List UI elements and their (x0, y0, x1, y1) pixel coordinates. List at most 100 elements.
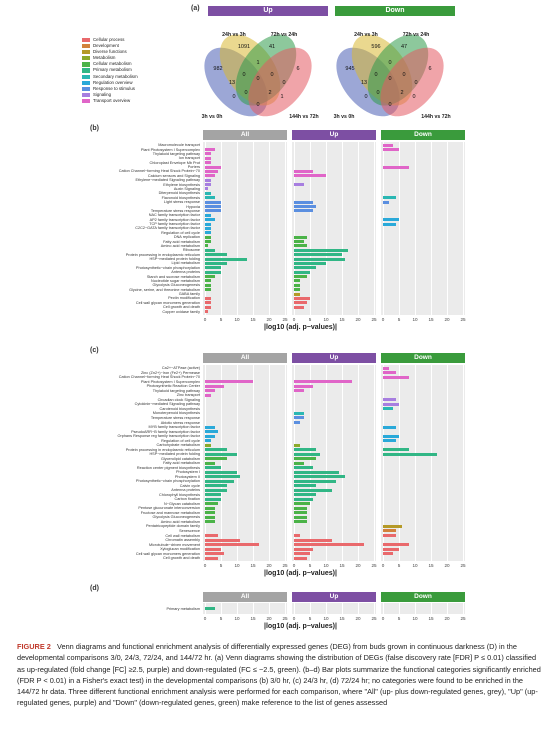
grid-line (399, 603, 400, 614)
category-label: Zinc (Zn2+)−Iron (Fe2+) Permease (141, 370, 200, 375)
bar (205, 479, 234, 483)
grid-line (285, 365, 286, 562)
legend-item: Transport overview (82, 98, 138, 104)
legend-swatch (82, 80, 90, 85)
bar (205, 506, 215, 510)
bar (294, 183, 304, 187)
venn-count: 0 (414, 80, 417, 86)
bar (383, 407, 393, 411)
legend-label: Development (93, 43, 119, 49)
bar (383, 398, 396, 402)
category-label: Regulation of cell cycle (161, 230, 200, 235)
bar (205, 266, 221, 270)
facet-strip-all: All (203, 353, 287, 363)
x-tick-label: 0 (292, 563, 296, 569)
bar (294, 389, 304, 393)
bar (294, 296, 310, 300)
venn-count: 0 (412, 94, 415, 100)
bar (205, 547, 221, 551)
category-label: Carbon fixation (174, 497, 200, 502)
bar (205, 452, 237, 456)
bar (205, 393, 212, 397)
legend-item: Cellular process (82, 37, 138, 43)
bar (294, 538, 333, 542)
bar (205, 552, 225, 556)
bar (205, 538, 241, 542)
bar (294, 411, 304, 415)
bar (294, 466, 314, 470)
bar (383, 196, 396, 200)
x-tick-label: 5 (219, 316, 223, 322)
grid-line (221, 142, 222, 315)
bar (205, 384, 225, 388)
grid-line (374, 365, 375, 562)
bar (294, 257, 346, 261)
x-tick-label: 15 (428, 563, 434, 569)
venn-count: 0 (242, 72, 245, 78)
bar (294, 534, 301, 537)
grid-line (463, 603, 464, 614)
category-label: Photosystem I (175, 470, 200, 475)
bar (294, 384, 314, 388)
bar (205, 380, 253, 384)
grid-line (253, 142, 254, 315)
bar (383, 165, 409, 169)
x-tick-label: 10 (234, 563, 240, 569)
bar (205, 156, 212, 160)
bar (205, 434, 215, 438)
bar (205, 205, 221, 208)
bar (294, 488, 333, 492)
category-legend: Cellular process Development Diverse funct… (82, 37, 138, 104)
category-label: Cation Channel−forming Heat Shock Protei… (118, 169, 200, 174)
grid-line (463, 365, 464, 562)
venn-set-3 (380, 47, 444, 117)
legend-item: Diverse functions (82, 49, 138, 55)
bar (383, 543, 409, 547)
category-label: Photosystem II (174, 474, 200, 479)
bar (294, 305, 304, 309)
category-label: Flavonoid biosynthesis (161, 195, 200, 200)
category-label: Circadian clock Signaling (157, 397, 200, 402)
bar (383, 371, 396, 375)
category-label: Thylakoid targeting pathway (152, 388, 200, 393)
venn-set-label: 72h vs 24h (271, 32, 298, 38)
venn-count: 0 (256, 76, 259, 82)
bar (383, 439, 396, 443)
x-tick-label: 0 (292, 316, 296, 322)
facet-strip-down: Down (381, 353, 465, 363)
category-label: Glycolysis Gluconeogenesis (152, 283, 200, 288)
venn-down: 596 47 945 6 13 0 0 0 0 0 0 0 0 2 0 24h vs 3h 72h vs 24h… (334, 32, 451, 120)
bar (205, 226, 212, 230)
x-tick-label: 5 (308, 563, 312, 569)
x-tick-label: 20 (355, 563, 361, 569)
bar (205, 488, 228, 492)
category-label: N−Glycan catabolism (164, 501, 200, 506)
panel-label-c: (c) (90, 347, 99, 354)
bar (294, 283, 301, 287)
legend-label: Cellular process (93, 37, 125, 42)
grid-line (415, 142, 416, 315)
panel-label-a: (a) (191, 5, 200, 12)
plot-panel-all (203, 142, 287, 315)
bar (383, 452, 438, 456)
facet-strip-up: Up (292, 353, 376, 363)
bar (294, 543, 365, 547)
bar (294, 248, 349, 252)
bar (205, 213, 212, 217)
facet-strip-down: Down (381, 592, 465, 602)
category-label: Carbohydrate metabolism (156, 443, 200, 448)
x-tick-label: 5 (308, 316, 312, 322)
category-label: TCP family transcription factor (149, 222, 200, 227)
legend-label: Diverse functions (93, 49, 127, 55)
x-tick-label: 0 (381, 316, 385, 322)
category-label: Chloroplast Envelope Mb Prot (149, 160, 200, 165)
venn-diagrams: 1091 41 982 6 13 1 0 0 0 0 0 1 0 2 0 24h vs 3h 72h vs 24… (202, 32, 451, 120)
category-label: Plant Photosystem I Supercomplex (140, 379, 200, 384)
venn-count: 2 (400, 90, 403, 96)
category-label: Ribosome (182, 248, 200, 253)
bar (205, 283, 212, 287)
bar (294, 235, 307, 239)
venn-set-label: 72h vs 24h (403, 32, 430, 38)
legend-item: Response to stimulus (82, 86, 138, 92)
category-label: Amino acid metabolism (160, 243, 200, 248)
